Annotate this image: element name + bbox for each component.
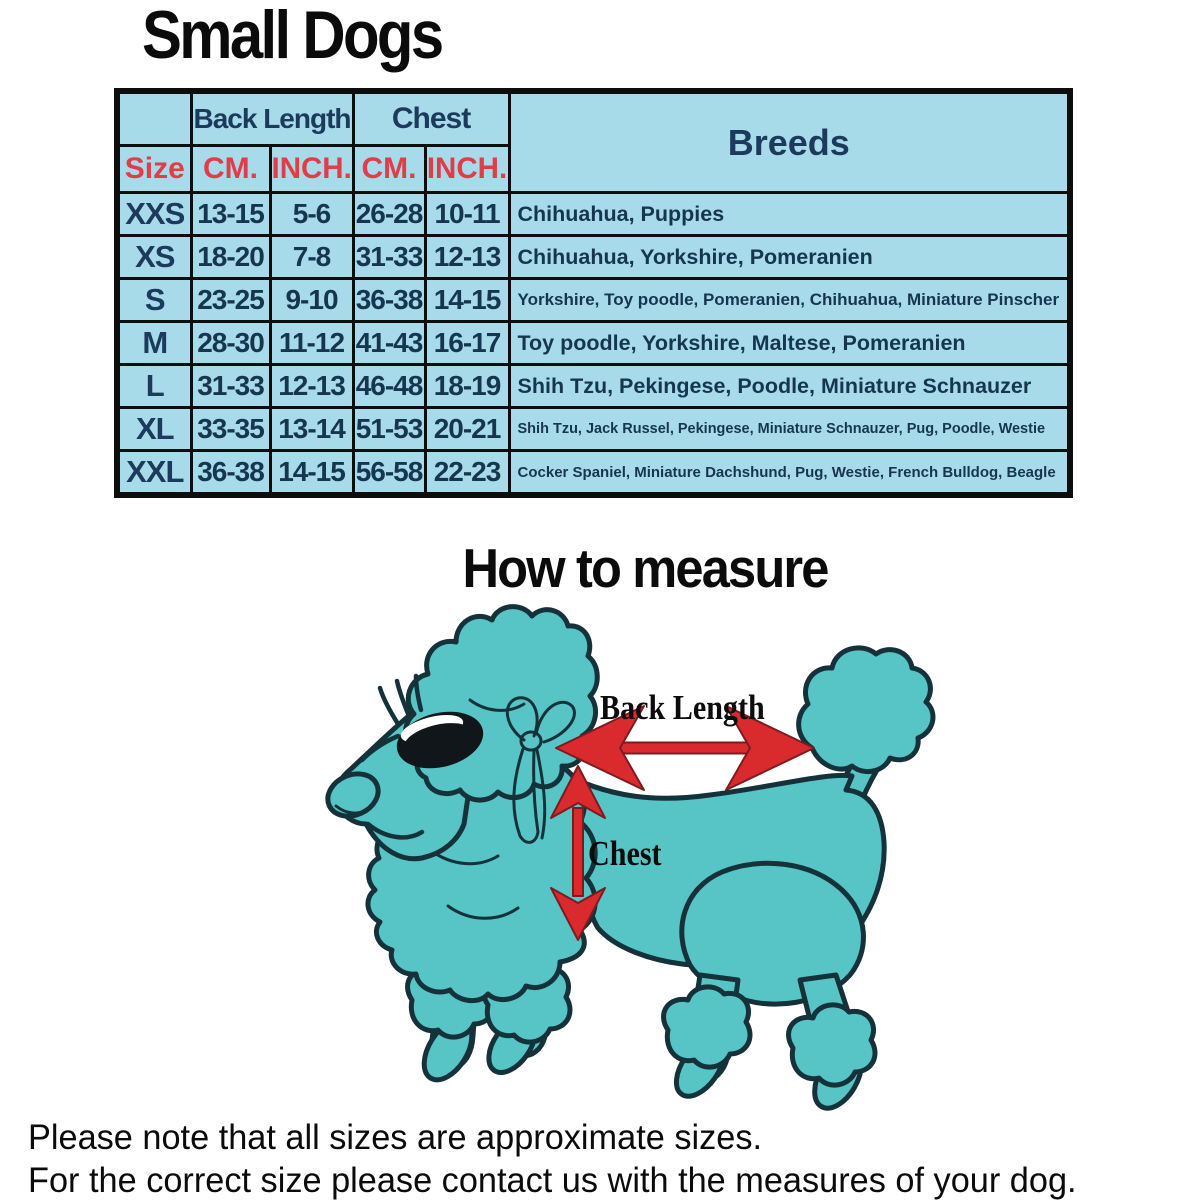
back-cm-value: 36-38: [197, 456, 265, 487]
breeds-value: Yorkshire, Toy poodle, Pomeranien, Chihu…: [517, 290, 1060, 309]
table-row: XXL 36-38 14-15 56-58 22-23 Cocker Spani…: [115, 449, 1072, 497]
chest-inch-value: 14-15: [433, 284, 502, 315]
table-subheader-row: Size CM. INCH. CM. INCH.: [115, 144, 1070, 194]
back-length-arrow: [555, 705, 815, 791]
back-inch-header: INCH.: [271, 152, 352, 185]
eyelash: [377, 685, 401, 727]
how-to-measure-title: How to measure: [462, 537, 829, 599]
size-header: Size: [124, 152, 185, 185]
chest-inch-value: 10-11: [434, 198, 500, 229]
poodle-eye: [359, 673, 484, 769]
size-value: XL: [135, 411, 175, 446]
chest-cm-value: 36-38: [355, 284, 423, 315]
breeds-value: Toy poodle, Yorkshire, Maltese, Pomerani…: [517, 330, 966, 355]
back-cm-value: 13-15: [197, 198, 265, 229]
breeds-value: Chihuahua, Puppies: [517, 201, 725, 226]
chest-inch-header: INCH.: [426, 152, 508, 185]
back-cm-value: 23-25: [197, 284, 265, 315]
back-inch-value: 11-12: [278, 327, 345, 358]
chest-cm-value: 51-53: [355, 413, 423, 444]
poodle-bow: [505, 696, 576, 844]
breeds-value: Shih Tzu, Pekingese, Poodle, Miniature S…: [517, 373, 1032, 398]
back-length-column-header: Back Length: [193, 103, 351, 134]
breeds-value: Chihuahua, Yorkshire, Pomeranien: [517, 244, 873, 269]
size-table: Back Length Chest Breeds Size CM. INCH. …: [114, 88, 1073, 498]
chest-arrow: [550, 765, 606, 941]
chest-cm-value: 56-58: [355, 456, 423, 487]
back-inch-value: 7-8: [292, 241, 331, 272]
chest-cm-value: 41-43: [355, 327, 423, 358]
back-inch-value: 9-10: [285, 284, 338, 315]
poodle-rear-legs: [661, 972, 878, 1111]
back-cm-value: 18-20: [197, 241, 265, 272]
chest-label: Chest: [588, 834, 662, 873]
poodle-illustration: [325, 604, 936, 1111]
back-cm-value: 33-35: [197, 413, 265, 444]
table-group-header-row: Back Length Chest Breeds: [115, 89, 1072, 194]
table-row: XS 18-20 7-8 31-33 12-13 Chihuahua, York…: [115, 234, 1072, 280]
back-inch-value: 13-14: [278, 413, 346, 444]
chest-cm-value: 46-48: [355, 370, 423, 401]
table-row: XL 33-35 13-14 51-53 20-21 Shih Tzu, Jac…: [115, 406, 1072, 452]
note-line: For the correct size please contact us w…: [28, 1161, 1077, 1200]
size-value: XXS: [125, 196, 185, 231]
note-line: Please note that all sizes are approxima…: [28, 1118, 763, 1157]
chest-inch-value: 16-17: [433, 327, 502, 358]
chest-cm-value: 31-33: [355, 241, 423, 272]
chest-inch-value: 20-21: [433, 413, 502, 444]
breeds-column-header: Breeds: [727, 121, 850, 163]
table-row: S 23-25 9-10 36-38 14-15 Yorkshire, Toy …: [115, 277, 1072, 323]
back-inch-value: 12-13: [278, 370, 346, 401]
back-inch-value: 14-15: [278, 456, 346, 487]
breeds-value: Cocker Spaniel, Miniature Dachshund, Pug…: [517, 463, 1056, 481]
chest-inch-value: 12-13: [433, 241, 502, 272]
eyelash: [413, 673, 424, 713]
chest-inch-value: 22-23: [433, 456, 502, 487]
back-inch-value: 5-6: [292, 198, 331, 229]
size-value: XS: [135, 239, 175, 274]
size-value: XXL: [126, 454, 184, 489]
chest-cm-header: CM.: [361, 152, 417, 185]
size-value: S: [144, 282, 166, 317]
table-row: L 31-33 12-13 46-48 18-19 Shih Tzu, Peki…: [115, 363, 1072, 409]
footer-notes: Please note that all sizes are approxima…: [28, 1116, 1077, 1200]
table-row: M 28-30 11-12 41-43 16-17 Toy poodle, Yo…: [115, 320, 1072, 366]
tail-pom: [796, 645, 936, 775]
poodle-mouth: [365, 821, 425, 840]
blank-corner-cell: [115, 89, 193, 147]
table-row: XXS 13-15 5-6 26-28 10-11 Chihuahua, Pup…: [115, 191, 1072, 237]
back-cm-value: 28-30: [197, 327, 265, 358]
size-value: L: [145, 368, 165, 403]
chest-inch-value: 18-19: [433, 370, 502, 401]
back-cm-value: 31-33: [197, 370, 265, 401]
page-title: Small Dogs: [142, 0, 444, 73]
chest-cm-value: 26-28: [355, 198, 423, 229]
size-value: M: [142, 325, 168, 360]
chest-column-header: Chest: [391, 102, 471, 135]
poodle-tail: [796, 645, 936, 803]
breeds-value: Shih Tzu, Jack Russel, Pekingese, Miniat…: [517, 421, 1046, 437]
back-length-label: Back Length: [600, 688, 765, 727]
eyelash: [394, 678, 412, 719]
back-cm-header: CM.: [203, 152, 258, 185]
